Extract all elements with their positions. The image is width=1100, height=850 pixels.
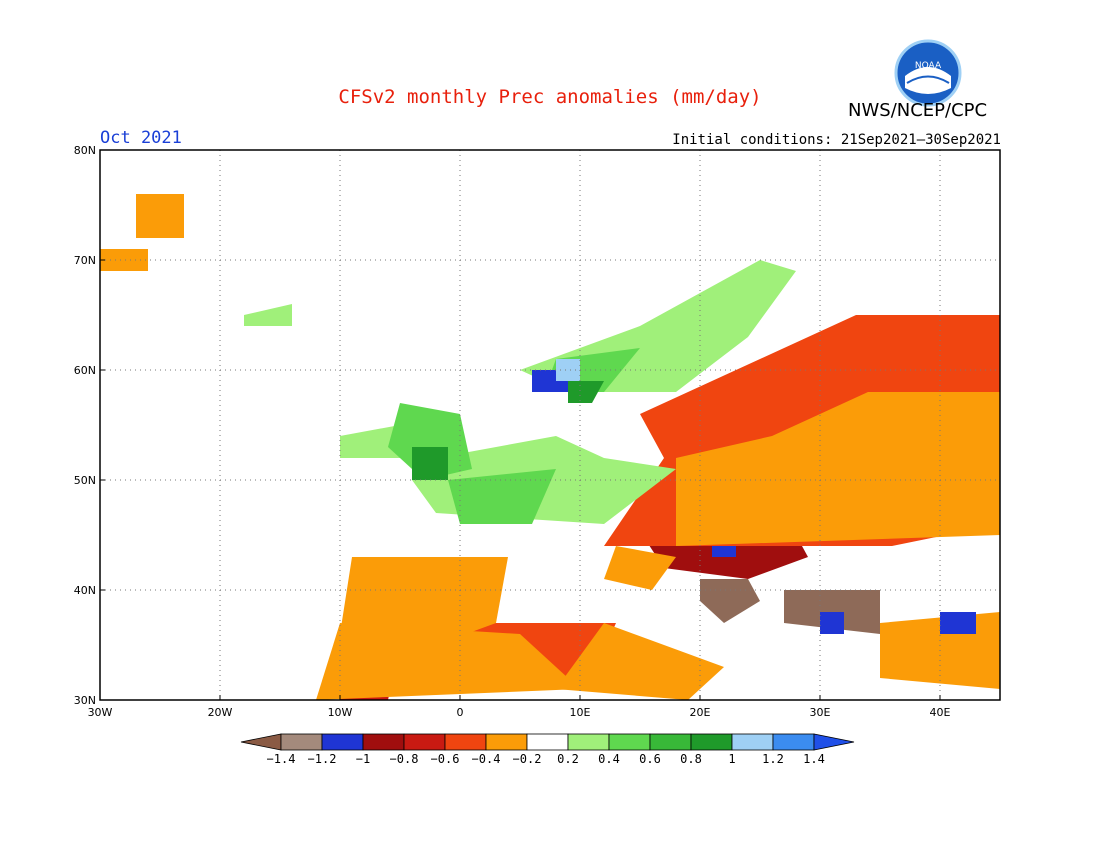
colorbar-label: 0.2 (557, 752, 579, 766)
anomaly-region-lgreen-2 (340, 425, 400, 458)
colorbar-label: 1.2 (762, 752, 784, 766)
colorbar-segment (649, 733, 692, 751)
noaa-logo: NOAA (893, 38, 963, 108)
map-grid (100, 150, 1000, 700)
colorbar-arrow-right (813, 733, 855, 751)
colorbar-segment (444, 733, 487, 751)
initial-conditions: Initial conditions: 21Sep2021–30Sep2021 (672, 132, 1001, 148)
colorbar-label: −0.6 (431, 752, 460, 766)
colorbar-segment (526, 733, 569, 751)
anomaly-region-orange-0 (136, 194, 184, 238)
colorbar-label: 0.6 (639, 752, 661, 766)
lat-tick-label: 30N (74, 694, 96, 707)
map-frame (99, 149, 1001, 701)
lon-tick-label: 30E (810, 706, 831, 719)
chart-title: CFSv2 monthly Prec anomalies (mm/day) (338, 86, 762, 108)
anomaly-region-blue-2 (820, 612, 844, 634)
anomaly-region-dgreen-0 (412, 447, 448, 480)
colorbar-segment (485, 733, 528, 751)
colorbar-label: 0.4 (598, 752, 620, 766)
anomaly-region-orange-4 (556, 623, 724, 700)
axis-ticks: 30W 20W 10W 0 10E 20E 30E 40E 30N 40N 50N 60N 70N 80N (74, 144, 951, 719)
lon-tick-label: 10E (570, 706, 591, 719)
anomaly-region-blue-3 (940, 612, 976, 634)
lat-tick-label: 60N (74, 364, 96, 377)
lat-tick-label: 50N (74, 474, 96, 487)
lon-tick-label: 20E (690, 706, 711, 719)
lon-tick-label: 40E (930, 706, 951, 719)
forecast-month: Oct 2021 (100, 128, 182, 148)
lat-tick-label: 40N (74, 584, 96, 597)
anomaly-region-mgreen-1 (448, 469, 556, 524)
colorbar-segment (403, 733, 446, 751)
colorbar-segment (567, 733, 610, 751)
colorbar-segment (731, 733, 774, 751)
colorbar-segment (321, 733, 364, 751)
colorbar-label: −1.2 (308, 752, 337, 766)
anomaly-region-lblue-0 (556, 359, 580, 381)
org-label: NWS/NCEP/CPC (848, 100, 988, 121)
anomaly-region-brown-0 (700, 579, 760, 623)
colorbar-label: 0.8 (680, 752, 702, 766)
lat-tick-label: 70N (74, 254, 96, 267)
anomaly-region-orange-6 (604, 546, 676, 590)
lon-tick-label: 20W (208, 706, 233, 719)
logo-text: NOAA (915, 61, 942, 71)
lon-tick-label: 0 (457, 706, 464, 719)
lat-tick-label: 80N (74, 144, 96, 157)
colorbar-label: −1.4 (267, 752, 296, 766)
colorbar-segment (608, 733, 651, 751)
colorbar-label: −0.4 (472, 752, 501, 766)
colorbar-label: −0.8 (390, 752, 419, 766)
colorbar-segment (772, 733, 815, 751)
anomaly-region-orange-1 (100, 249, 148, 271)
anomaly-region-lgreen-3 (244, 304, 292, 326)
colorbar-label: −0.2 (513, 752, 542, 766)
lon-tick-label: 10W (328, 706, 353, 719)
colorbar-segment (362, 733, 405, 751)
anomaly-region-dgreen-1 (568, 381, 604, 403)
anomaly-region-blue-1 (712, 546, 736, 557)
colorbar-arrow-left (240, 733, 282, 751)
lon-tick-label: 30W (88, 706, 113, 719)
anomaly-region-orange-3 (316, 623, 580, 700)
colorbar-segment (280, 733, 323, 751)
colorbar-label: 1.4 (803, 752, 825, 766)
colorbar-segment (690, 733, 733, 751)
colorbar-label: 1 (728, 752, 735, 766)
anomaly-region-mgreen-0 (388, 403, 472, 480)
anomaly-regions (100, 194, 1000, 700)
colorbar-label: −1 (356, 752, 370, 766)
colorbar: −1.4 −1.2 −1 −0.8 −0.6 −0.4 −0.2 0.2 0.4 0.6 0.8 1 1… (240, 733, 855, 766)
anomaly-region-orange-2 (340, 557, 508, 645)
anomaly-region-orange-7 (676, 392, 1000, 546)
